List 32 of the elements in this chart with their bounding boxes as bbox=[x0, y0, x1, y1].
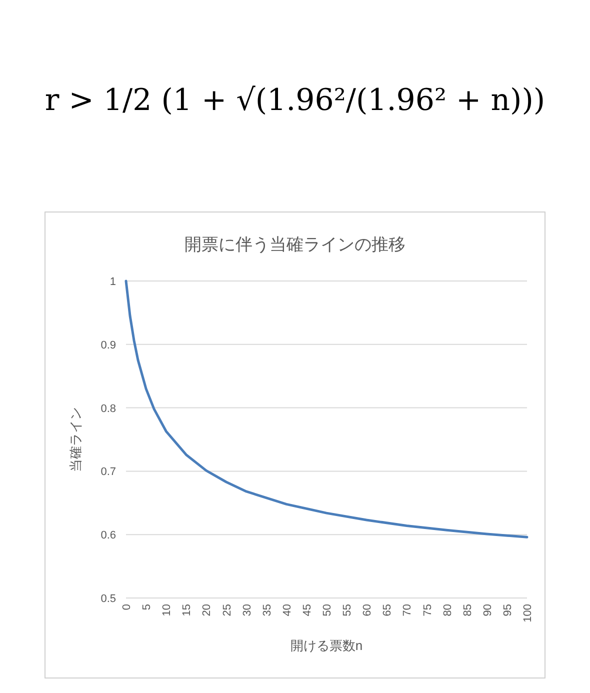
x-tick-label: 60 bbox=[362, 604, 374, 616]
x-tick-label: 65 bbox=[382, 604, 394, 616]
y-tick-label: 0.9 bbox=[100, 339, 116, 352]
x-tick-label: 80 bbox=[442, 604, 454, 616]
text: r > 1/2 (1 + √(1.96²/(1.96² + n))) bbox=[44, 83, 546, 118]
x-tick-label: 20 bbox=[201, 604, 214, 616]
x-tick-label: 15 bbox=[181, 604, 194, 616]
x-tick-label: 45 bbox=[301, 604, 314, 616]
x-tick-label: 55 bbox=[342, 604, 354, 616]
y-tick-label: 0.8 bbox=[100, 402, 116, 415]
x-tick-label: 25 bbox=[221, 604, 234, 616]
x-tick-label: 95 bbox=[502, 604, 514, 616]
line-series bbox=[124, 280, 528, 538]
x-tick-label: 30 bbox=[241, 604, 254, 616]
x-tick-label: 50 bbox=[322, 604, 334, 616]
x-tick-label: 40 bbox=[281, 604, 294, 616]
y-axis-title: 当確ライン bbox=[68, 407, 83, 472]
x-tick-label: 75 bbox=[422, 604, 434, 616]
x-tick-label: 5 bbox=[141, 604, 154, 610]
x-tick-label: 90 bbox=[482, 604, 494, 616]
x-tick-label: 70 bbox=[402, 604, 414, 616]
x-axis-title: 開ける票数n bbox=[290, 638, 363, 653]
chart-title: 開票に伴う当確ラインの推移 bbox=[184, 235, 406, 254]
x-tick-label: 100 bbox=[522, 604, 534, 622]
x-tick-label: 35 bbox=[261, 604, 274, 616]
y-tick-label: 0.7 bbox=[100, 466, 116, 478]
y-tick-label: 1 bbox=[110, 276, 116, 288]
x-tick-label: 10 bbox=[161, 604, 174, 616]
x-tick-label: 0 bbox=[121, 604, 133, 610]
x-tick-label: 85 bbox=[462, 604, 474, 616]
y-tick-label: 0.5 bbox=[100, 593, 116, 605]
y-tick-label: 0.6 bbox=[100, 530, 116, 542]
